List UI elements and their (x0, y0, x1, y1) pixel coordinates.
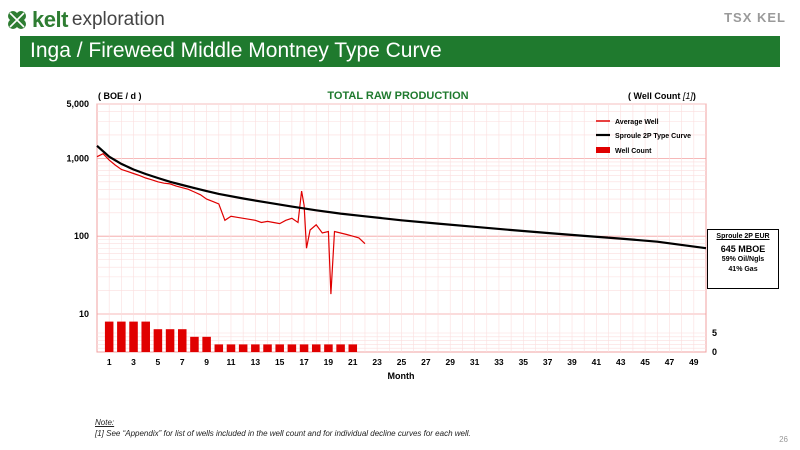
logo-word: kelt (32, 7, 68, 32)
y-axis-label-right: ( Well Count [1]) (628, 91, 696, 101)
y-axis-label-left: ( BOE / d ) (98, 91, 142, 101)
footnote-ref: [1] (682, 91, 694, 101)
page-number: 26 (779, 435, 788, 444)
x-tick-label: 39 (567, 357, 577, 367)
x-tick-label: 17 (299, 357, 309, 367)
well-count-bar (275, 344, 284, 352)
kelt-logo: kelt exploration (6, 6, 165, 34)
x-tick-label: 19 (324, 357, 334, 367)
production-chart: TOTAL RAW PRODUCTION ( BOE / d ) ( Well … (66, 90, 717, 381)
well-count-bar (287, 344, 297, 352)
title-banner: Inga / Fireweed Middle Montney Type Curv… (20, 36, 780, 67)
tsx-logo: TSX KEL (724, 10, 786, 25)
eur-title: Sproule 2P EUR (716, 233, 770, 240)
well-count-bar (238, 344, 248, 352)
well-count-bar (324, 344, 333, 352)
eur-value: 645 MBOE (720, 244, 766, 254)
chart-title: TOTAL RAW PRODUCTION (327, 90, 468, 102)
x-tick-label: 21 (348, 357, 358, 367)
x-tick-label: 33 (494, 357, 504, 367)
y2-tick-label: 5 (712, 328, 717, 338)
x-tick-label: 7 (180, 357, 185, 367)
well-count-bar (153, 329, 163, 352)
x-tick-label: 29 (445, 357, 455, 367)
well-count-bar (299, 344, 309, 352)
note-text: [1] See “Appendix” for list of wells inc… (95, 429, 471, 438)
page-title: Inga / Fireweed Middle Montney Type Curv… (30, 39, 442, 62)
kelt-leaf-icon (8, 11, 26, 29)
x-tick-label: 49 (689, 357, 699, 367)
well-count-bar (311, 344, 321, 352)
well-count-bar (190, 336, 199, 352)
well-count-bar (141, 321, 150, 352)
x-tick-label: 13 (251, 357, 261, 367)
x-tick-label: 35 (519, 357, 529, 367)
well-count-bar (165, 329, 175, 352)
legend-swatch (596, 147, 610, 153)
well-count-bar (226, 344, 236, 352)
x-tick-label: 11 (226, 357, 235, 367)
x-tick-label: 5 (156, 357, 161, 367)
x-tick-label: 31 (470, 357, 480, 367)
well-count-bar (117, 321, 126, 352)
eur-oil-share: 59% Oil/Ngls (721, 256, 765, 263)
x-tick-label: 1 (107, 357, 112, 367)
x-axis-label: Month (388, 371, 415, 381)
y-tick-label: 10 (79, 309, 89, 319)
y2-tick-label: 0 (712, 347, 717, 357)
logo-subtitle: exploration (71, 9, 165, 30)
average-well-line (96, 152, 366, 295)
x-tick-label: 23 (372, 357, 382, 367)
x-tick-label: 45 (640, 357, 650, 367)
well-count-bar (336, 344, 345, 352)
legend-label: Well Count (615, 148, 652, 155)
x-tick-label: 27 (421, 357, 431, 367)
y-tick-label: 100 (74, 231, 89, 241)
y-tick-label: 1,000 (66, 153, 89, 163)
well-count-bar (129, 321, 138, 352)
well-count-bar (251, 344, 260, 352)
eur-box: Sproule 2P EUR 645 MBOE 59% Oil/Ngls 41%… (707, 229, 779, 289)
x-tick-label: 3 (131, 357, 136, 367)
x-tick-label: 9 (204, 357, 209, 367)
legend-label: Average Well (615, 119, 659, 126)
well-count-bar (177, 329, 187, 352)
well-count-bar (214, 344, 224, 352)
x-tick-label: 15 (275, 357, 285, 367)
x-tick-label: 47 (665, 357, 675, 367)
x-tick-label: 37 (543, 357, 553, 367)
well-count-bar (263, 344, 272, 352)
well-count-bar (202, 336, 211, 352)
well-count-bar (348, 344, 358, 352)
eur-gas-share: 41% Gas (728, 266, 758, 273)
x-tick-label: 41 (592, 357, 602, 367)
type-curve-line (96, 144, 707, 250)
note-heading: Note: (95, 418, 115, 427)
well-count-bar (104, 321, 114, 352)
x-tick-label: 25 (397, 357, 407, 367)
legend-label: Sproule 2P Type Curve (615, 133, 691, 140)
x-tick-label: 43 (616, 357, 626, 367)
y-tick-label: 5,000 (66, 99, 89, 109)
footnote: Note: [1] See “Appendix” for list of wel… (95, 417, 471, 439)
